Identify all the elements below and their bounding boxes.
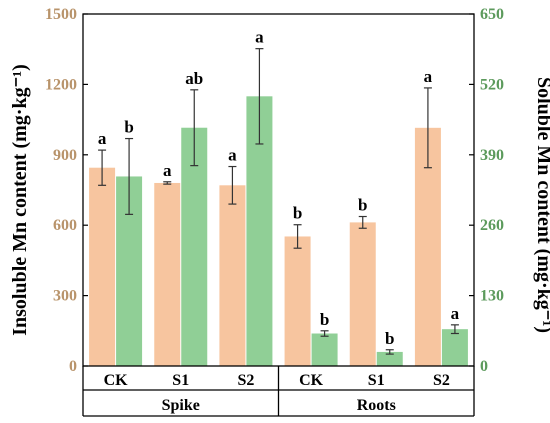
significance-label: b [124,118,133,137]
bar [311,333,338,366]
right-tick-label: 520 [480,76,504,93]
category-label: S1 [172,372,189,389]
category-label: S2 [433,372,450,389]
significance-label: a [424,67,433,86]
category-label: S2 [237,372,254,389]
significance-label: b [385,329,394,348]
bar [154,182,181,366]
left-axis-ticks: 0 300 600 900 1200 1500 [45,6,88,375]
significance-label: ab [185,69,203,88]
group-label: Roots [357,397,396,414]
bars-layer [89,96,468,367]
left-tick-label: 600 [53,217,77,234]
category-label: S1 [368,372,385,389]
left-tick-label: 900 [53,147,77,164]
right-tick-label: 650 [480,6,504,23]
right-axis-ticks: 0 130 260 390 520 650 [469,6,504,375]
significance-label: b [320,310,329,329]
bar [349,222,376,366]
category-label: CK [299,372,324,389]
significance-label: a [451,304,460,323]
left-tick-label: 300 [53,288,77,305]
significance-label: a [163,161,172,180]
significance-label: b [358,196,367,215]
category-label: CK [104,372,129,389]
bar [219,185,246,366]
significance-label: a [255,28,264,47]
significance-label: a [98,129,107,148]
right-axis-title: Soluble Mn content (mg·kg⁻¹) [533,77,550,333]
right-tick-label: 130 [480,288,504,305]
left-tick-label: 1200 [45,76,77,93]
significance-label: b [293,204,302,223]
left-axis-title: Insoluble Mn content (mg·kg⁻¹) [9,64,31,336]
left-tick-label: 1500 [45,6,77,23]
bar [284,236,311,366]
bar [89,167,116,366]
category-axis: CK S1 S2 CK S1 S2 Spike Roots [82,366,475,417]
right-tick-label: 260 [480,217,504,234]
error-bars-layer [98,48,459,355]
right-tick-label: 390 [480,147,504,164]
bar [376,351,403,366]
right-tick-label: 0 [480,358,488,375]
left-tick-label: 0 [69,358,77,375]
bar [181,127,208,366]
bar [441,329,468,366]
significance-label: a [228,146,237,165]
group-label: Spike [162,397,200,414]
